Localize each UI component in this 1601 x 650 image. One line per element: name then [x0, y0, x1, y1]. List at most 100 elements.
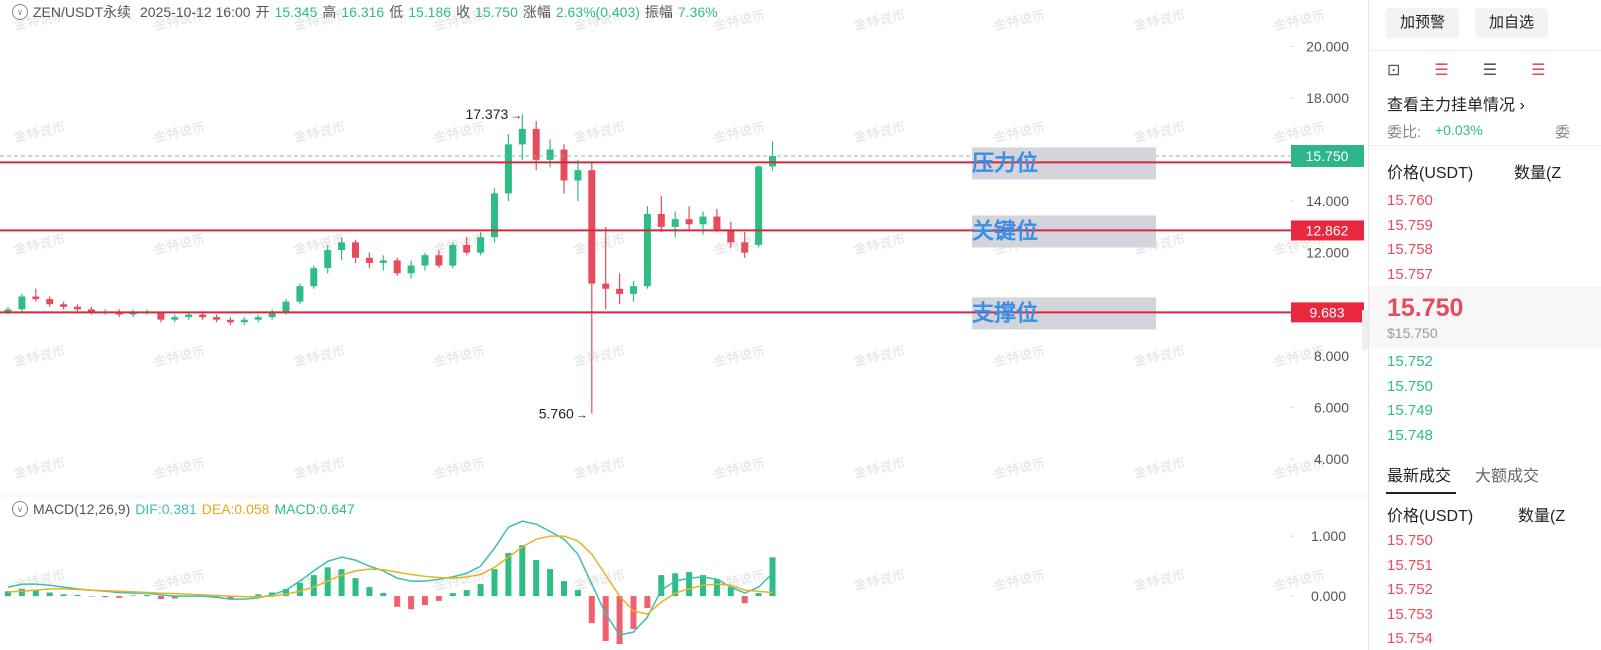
candle-body: [518, 128, 526, 145]
tab-latest[interactable]: 最新成交: [1387, 468, 1452, 485]
macd-line: [7, 520, 774, 636]
low-annotation: 5.760: [539, 406, 574, 422]
candle-body: [699, 216, 707, 225]
price-tag: [1291, 220, 1364, 241]
macd-bar: [644, 596, 651, 609]
macd-bar: [658, 575, 665, 597]
time: 2025-10-12 16:00: [140, 4, 251, 20]
watermark: 金特说币: [993, 455, 1047, 480]
ratio-cut: 委: [1555, 124, 1571, 141]
watermark: 金特说币: [853, 343, 907, 368]
macd-bar: [755, 593, 762, 597]
divider: [1369, 50, 1601, 51]
watermark: 金特说币: [1273, 119, 1327, 144]
watermark: 金特说币: [853, 567, 907, 592]
candle-body: [463, 244, 471, 253]
candle-body: [657, 213, 665, 227]
macd-bar: [422, 596, 428, 606]
macd-bar: [283, 588, 289, 597]
macd-bar: [46, 592, 53, 597]
watermark: 金特说币: [293, 343, 347, 368]
bid-price: 15.752: [1387, 353, 1433, 370]
watermark: 金特说币: [13, 231, 67, 256]
macd-bar: [547, 569, 554, 597]
last-price-box: 15.750 $15.750: [1369, 286, 1601, 348]
watermark: 金特说币: [853, 7, 907, 32]
macd-bar: [352, 578, 359, 597]
candle-body: [185, 314, 193, 318]
macd-bar: [227, 596, 234, 600]
watermark: 金特说币: [993, 7, 1047, 32]
watch-button[interactable]: 加自选: [1475, 8, 1549, 38]
value: 2.63%(0.403): [555, 4, 640, 20]
macd-bar: [463, 590, 470, 597]
level-name: 压力位: [972, 150, 1038, 175]
candle-body: [435, 255, 443, 266]
candle-body: [60, 304, 68, 307]
macd-bar: [5, 591, 11, 597]
candle-body: [643, 213, 651, 287]
macd-bar: [686, 572, 693, 597]
candle-body: [87, 309, 95, 312]
qty-col: 数量(Z: [1514, 165, 1562, 182]
watermark: 金特说币: [713, 567, 767, 592]
watermark: 金特说币: [1133, 567, 1187, 592]
candle-body: [379, 260, 387, 263]
watermark: 金特说币: [153, 231, 207, 256]
macd-bar: [505, 552, 512, 597]
bid-price: 15.748: [1387, 426, 1433, 444]
watermark: 金特说币: [853, 119, 907, 144]
candle-body: [199, 314, 207, 318]
macd-bar: [130, 595, 137, 597]
macd-bar: [366, 587, 373, 597]
price-tag: [1291, 302, 1364, 323]
y-tick-label: 12.000: [1306, 245, 1349, 261]
macd-bar: [449, 593, 456, 597]
level-name: 支撑位: [972, 300, 1038, 325]
candle-body: [560, 149, 568, 181]
tab-large[interactable]: 大额成交: [1475, 468, 1540, 485]
candle-body: [602, 283, 610, 289]
candle-body: [532, 128, 540, 160]
candle-body: [282, 301, 290, 312]
candle-body: [769, 155, 776, 167]
ratio-label: 委比:: [1387, 124, 1422, 141]
collapse-icon[interactable]: ∨: [12, 4, 28, 20]
ratio: +0.03%: [1435, 122, 1483, 138]
macd-title: MACD(12,26,9): [33, 501, 131, 517]
watermark: 金特说币: [1133, 7, 1187, 32]
orders-link[interactable]: 查看主力挂单情况 ›: [1387, 97, 1525, 114]
macd-bar: [588, 596, 595, 624]
y-tick-label: 18.000: [1306, 90, 1349, 106]
watermark: 金特说币: [853, 231, 907, 256]
candle-body: [74, 306, 81, 310]
ask-price: 15.757: [1387, 265, 1433, 283]
macd-bar: [435, 596, 442, 601]
candle-body: [393, 260, 401, 274]
macd-bar: [60, 594, 67, 597]
candle-body: [226, 319, 234, 323]
layout-icons[interactable]: ⊡☰☰☰: [1387, 62, 1580, 79]
watermark: 金特说币: [13, 119, 67, 144]
dea-label: DEA:0.058: [201, 501, 270, 517]
watermark: 金特说币: [153, 455, 207, 480]
watermark: 金特说币: [13, 343, 67, 368]
candle-body: [296, 286, 304, 302]
watermark: 金特说币: [993, 343, 1047, 368]
label: 涨幅: [522, 4, 551, 20]
alert-button[interactable]: 加预警: [1386, 8, 1460, 38]
macd-bar: [296, 582, 303, 597]
label: 高: [322, 4, 337, 20]
watermark: 金特说币: [153, 119, 207, 144]
collapse-icon[interactable]: ∨: [12, 501, 28, 517]
macd-bar: [18, 588, 25, 597]
macd-bar: [380, 593, 387, 597]
macd-bar: [630, 596, 637, 630]
trade-qty-col: 数量(Z: [1518, 508, 1566, 525]
candle-body: [213, 317, 220, 320]
watermark: 金特说币: [993, 567, 1047, 592]
last-price: 15.750: [1387, 294, 1464, 322]
watermark: 金特说币: [993, 119, 1047, 144]
macd-bar: [157, 596, 164, 600]
macd-label: MACD:0.647: [274, 501, 355, 517]
